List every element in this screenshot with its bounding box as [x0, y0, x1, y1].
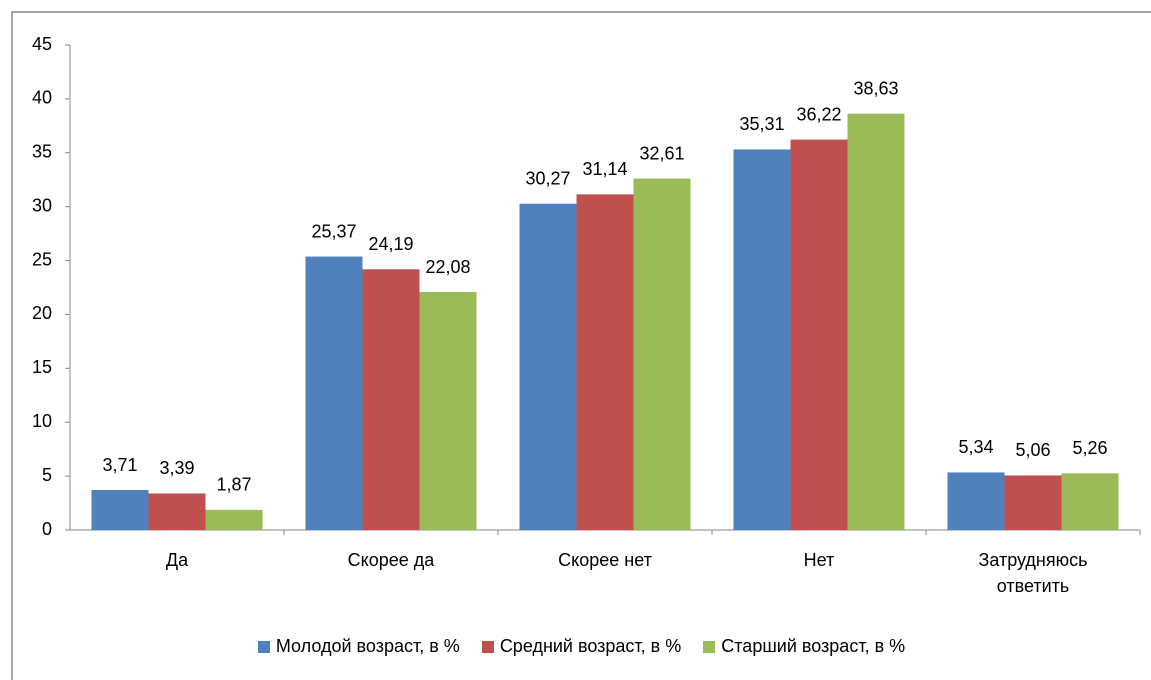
data-label: 38,63 — [853, 78, 898, 98]
legend-swatch — [257, 640, 270, 653]
bar — [790, 139, 848, 530]
bar — [362, 269, 420, 530]
legend-label: Средний возраст, в % — [499, 636, 682, 656]
data-label: 25,37 — [311, 221, 356, 241]
legend-label: Старший возраст, в % — [721, 636, 906, 656]
legend-item: Молодой возраст, в % — [257, 636, 460, 657]
data-label: 1,87 — [216, 475, 251, 495]
data-label: 30,27 — [525, 169, 570, 189]
data-label: 3,71 — [102, 455, 137, 475]
legend-swatch — [481, 640, 494, 653]
bar — [148, 493, 206, 530]
bar — [419, 292, 477, 530]
legend-item: Старший возраст, в % — [703, 636, 905, 657]
legend: Молодой возраст, в % Средний возраст, в %… — [12, 636, 1151, 657]
legend-label: Молодой возраст, в % — [275, 636, 460, 656]
x-tick-label: Скорее да — [347, 550, 435, 570]
data-label: 3,39 — [159, 458, 194, 478]
data-label: 22,08 — [425, 257, 470, 277]
data-label: 5,06 — [1015, 440, 1050, 460]
y-tick-label: 10 — [32, 411, 52, 431]
bar — [847, 113, 905, 530]
data-label: 32,61 — [639, 143, 684, 163]
bar — [519, 203, 577, 531]
data-label: 24,19 — [368, 234, 413, 254]
data-label: 5,26 — [1072, 438, 1107, 458]
bar — [1061, 473, 1119, 530]
bar — [633, 178, 691, 530]
bar — [91, 490, 149, 530]
data-label: 31,14 — [582, 159, 627, 179]
x-tick-label: Нет — [803, 550, 835, 570]
legend-swatch — [703, 640, 716, 653]
y-tick-label: 30 — [32, 195, 52, 215]
y-tick-label: 25 — [32, 249, 52, 269]
bar — [305, 256, 363, 530]
y-tick-label: 40 — [32, 88, 52, 108]
x-tick-label: Скорее нет — [558, 550, 652, 570]
bar — [947, 472, 1005, 530]
bar — [1004, 475, 1062, 530]
x-tick-label: Да — [165, 550, 189, 570]
bar — [576, 194, 634, 530]
data-label: 5,34 — [958, 437, 993, 457]
data-label: 36,22 — [796, 104, 841, 124]
legend-item: Средний возраст, в % — [481, 636, 682, 657]
x-tick-label: Затрудняюсь ответить — [978, 550, 1088, 596]
y-tick-label: 15 — [32, 357, 52, 377]
y-tick-label: 35 — [32, 142, 52, 162]
y-tick-label: 45 — [32, 34, 52, 54]
y-tick-label: 5 — [42, 465, 52, 485]
y-tick-label: 20 — [32, 303, 52, 323]
bar — [205, 509, 263, 530]
y-tick-label: 0 — [42, 519, 52, 539]
bar — [733, 149, 791, 531]
data-label: 35,31 — [739, 114, 784, 134]
